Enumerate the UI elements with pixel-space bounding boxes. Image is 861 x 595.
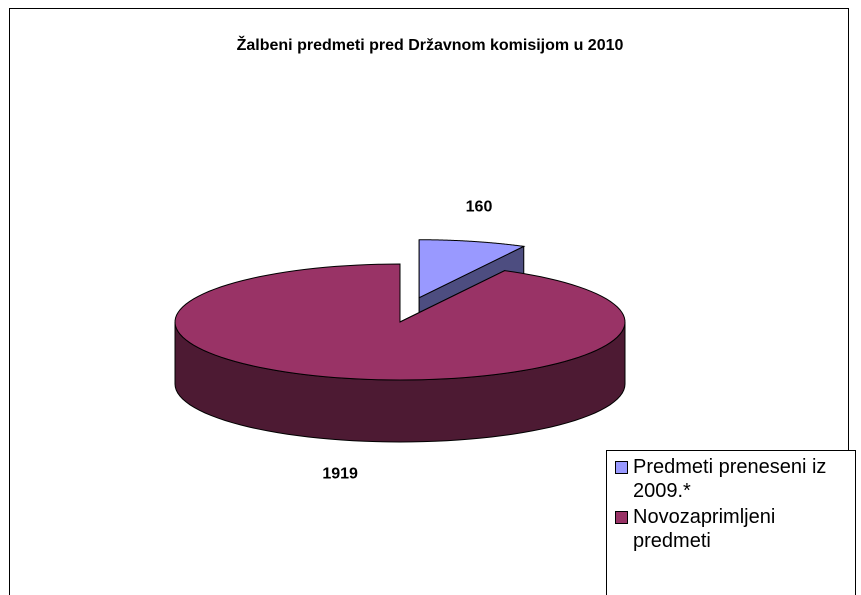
slice — [418, 239, 526, 299]
legend-item: Novozaprimljeni predmeti — [615, 505, 853, 553]
legend-swatch — [615, 511, 628, 524]
legend-label: Novozaprimljeni predmeti — [633, 506, 776, 552]
legend-swatch — [615, 461, 628, 474]
legend-item: Predmeti preneseni iz 2009.* — [615, 455, 853, 503]
chart-title: Žalbeni predmeti pred Državnom komisijom… — [237, 35, 624, 54]
data-label: 160 — [466, 199, 493, 216]
legend-label: Predmeti preneseni iz 2009.* — [633, 456, 827, 502]
data-label: 1919 — [322, 466, 358, 483]
chart-frame — [9, 8, 849, 595]
slice — [174, 263, 626, 381]
legend: Predmeti preneseni iz 2009.* Novozaprimlj… — [606, 450, 856, 595]
